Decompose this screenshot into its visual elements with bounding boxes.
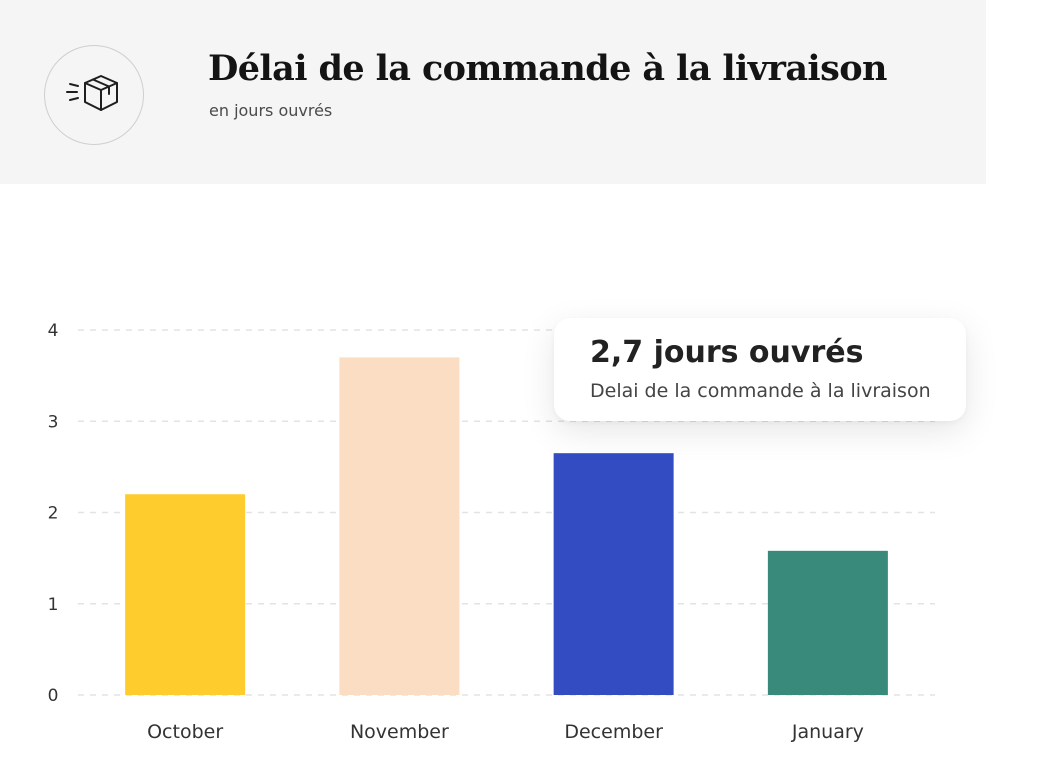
x-tick-label: January bbox=[791, 721, 864, 743]
chart-title: Délai de la commande à la livraison bbox=[208, 48, 887, 89]
x-tick-label: December bbox=[564, 721, 663, 743]
chart-tooltip: 2,7 jours ouvrés Delai de la commande à … bbox=[554, 318, 966, 421]
y-tick-label: 1 bbox=[48, 595, 59, 615]
bar-october bbox=[125, 494, 246, 695]
package-icon-glyph bbox=[66, 75, 118, 111]
package-delivery-icon bbox=[44, 45, 144, 145]
tooltip-label: Delai de la commande à la livraison bbox=[590, 380, 931, 402]
bar-december bbox=[553, 453, 674, 695]
x-tick-label: October bbox=[147, 721, 223, 743]
y-tick-label: 2 bbox=[48, 504, 59, 524]
y-tick-label: 3 bbox=[48, 412, 59, 432]
bar-january bbox=[767, 550, 888, 695]
x-tick-label: November bbox=[350, 721, 449, 743]
bar-november bbox=[339, 357, 460, 695]
chart-header: Délai de la commande à la livraison en j… bbox=[0, 0, 986, 184]
y-tick-label: 0 bbox=[48, 686, 59, 706]
y-tick-label: 4 bbox=[48, 321, 59, 341]
chart-subtitle: en jours ouvrés bbox=[209, 101, 333, 120]
tooltip-value: 2,7 jours ouvrés bbox=[590, 335, 864, 370]
